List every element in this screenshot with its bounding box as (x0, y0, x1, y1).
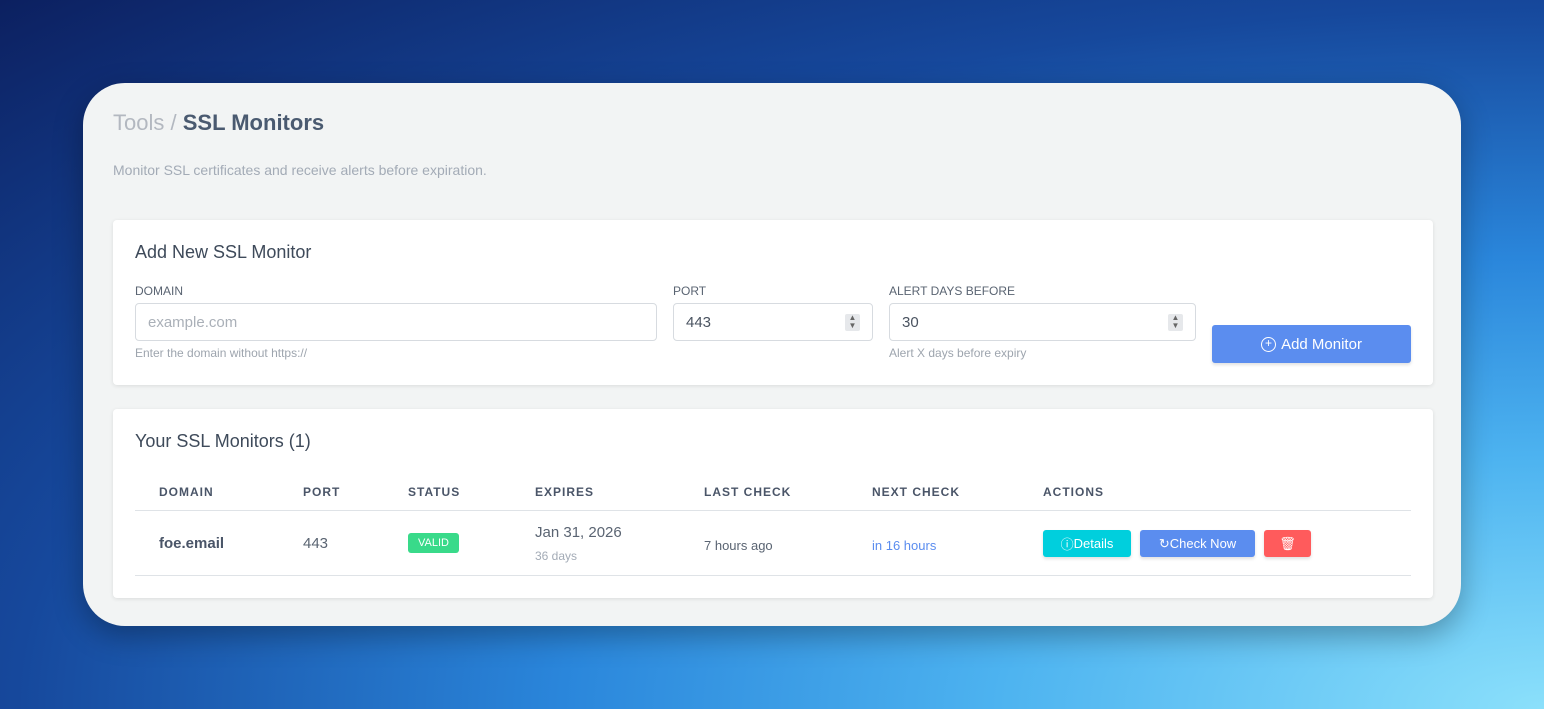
col-domain: DOMAIN (159, 485, 214, 499)
check-now-button[interactable]: ↻ Check Now (1140, 530, 1255, 557)
row-expires: Jan 31, 2026 (535, 524, 622, 541)
row-domain: foe.email (159, 535, 225, 552)
col-actions: ACTIONS (1043, 485, 1104, 499)
breadcrumb-separator: / (170, 110, 177, 135)
stepper-icon[interactable]: ▲ ▼ (1168, 314, 1183, 331)
add-monitor-label: Add Monitor (1281, 335, 1362, 353)
col-status: STATUS (408, 485, 461, 499)
col-next-check: NEXT CHECK (872, 485, 961, 499)
port-input[interactable]: 443 ▲ ▼ (673, 303, 873, 341)
row-last-check: 7 hours ago (704, 538, 773, 553)
page-subtitle: Monitor SSL certificates and receive ale… (113, 162, 487, 178)
monitors-title: Your SSL Monitors (1) (135, 431, 311, 451)
alert-days-label: ALERT DAYS BEFORE (889, 284, 1016, 298)
page-title: SSL Monitors (182, 110, 325, 135)
col-expires: EXPIRES (535, 485, 595, 499)
app-window: Tools / SSL Monitors Monitor SSL certifi… (83, 83, 1461, 626)
breadcrumb-parent[interactable]: Tools (113, 110, 165, 135)
row-expires-in: 36 days (535, 549, 578, 563)
plus-circle-icon: + (1261, 336, 1277, 352)
divider (135, 575, 1411, 576)
breadcrumb: Tools / SSL Monitors (113, 110, 324, 136)
port-value: 443 (686, 314, 712, 331)
check-now-label: Check Now (1169, 536, 1237, 551)
stepper-icon[interactable]: ▲ ▼ (845, 314, 860, 331)
col-port: PORT (303, 485, 341, 499)
row-port: 443 (303, 535, 329, 552)
domain-hint: Enter the domain without https:// (135, 346, 308, 360)
divider (135, 510, 1411, 511)
col-last-check: LAST CHECK (704, 485, 792, 499)
status-badge: VALID (408, 533, 459, 553)
details-button[interactable]: ⓘ Details (1043, 530, 1131, 557)
details-label: Details (1073, 536, 1114, 551)
add-monitor-card: Add New SSL Monitor DOMAIN example.com E… (113, 220, 1433, 385)
domain-label: DOMAIN (135, 284, 183, 298)
info-icon: ⓘ (1060, 537, 1074, 552)
row-next-check: in 16 hours (872, 538, 937, 553)
port-label: PORT (673, 284, 707, 298)
trash-icon: 🗑 (1279, 535, 1296, 551)
alert-days-hint: Alert X days before expiry (889, 346, 1027, 360)
refresh-icon: ↻ (1158, 535, 1170, 551)
add-monitor-title: Add New SSL Monitor (135, 242, 312, 262)
alert-days-input[interactable]: 30 ▲ ▼ (889, 303, 1196, 341)
monitors-card: Your SSL Monitors (1) DOMAIN PORT STATUS… (113, 409, 1433, 598)
domain-input[interactable]: example.com (135, 303, 657, 341)
alert-days-value: 30 (902, 314, 919, 331)
add-monitor-button[interactable]: + Add Monitor (1212, 325, 1411, 363)
delete-button[interactable]: 🗑 (1264, 530, 1311, 557)
